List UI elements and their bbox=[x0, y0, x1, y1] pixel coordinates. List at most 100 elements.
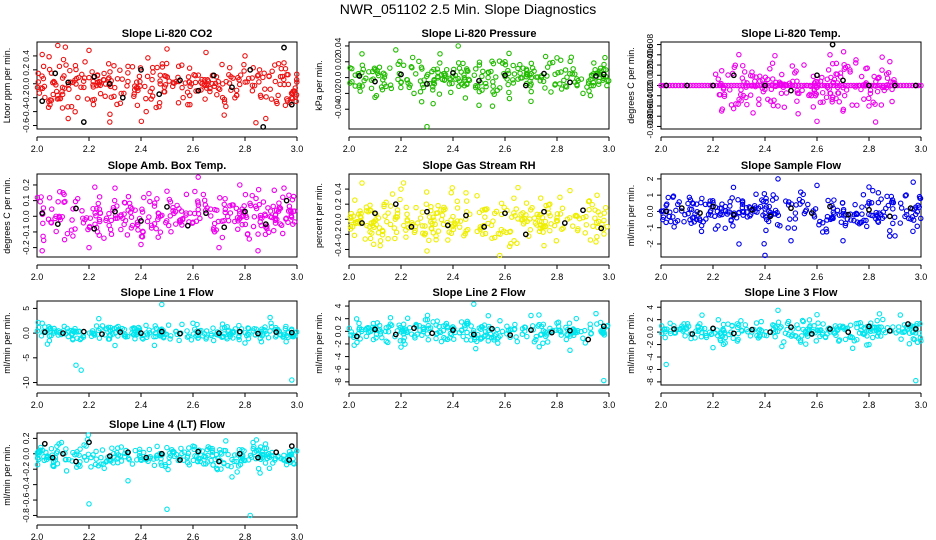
data-point bbox=[384, 218, 390, 225]
data-point bbox=[775, 103, 781, 109]
data-point bbox=[108, 94, 115, 100]
y-tick-label: -10 bbox=[21, 376, 31, 389]
data-point bbox=[39, 85, 46, 92]
data-point bbox=[178, 208, 185, 214]
data-point bbox=[659, 330, 665, 337]
data-point bbox=[757, 78, 763, 84]
data-point bbox=[519, 331, 526, 337]
data-point bbox=[456, 65, 463, 72]
highlight-point bbox=[450, 327, 456, 333]
data-point bbox=[747, 333, 754, 339]
data-point bbox=[483, 83, 489, 90]
data-point bbox=[453, 76, 459, 82]
highlight-point bbox=[281, 44, 287, 51]
data-point bbox=[147, 88, 153, 95]
data-point bbox=[251, 326, 257, 332]
data-point bbox=[699, 82, 705, 89]
y-tick-label: -6 bbox=[645, 365, 655, 373]
data-point bbox=[806, 92, 812, 99]
data-point bbox=[866, 341, 872, 348]
data-point bbox=[573, 315, 580, 322]
data-point bbox=[772, 333, 778, 340]
data-point bbox=[661, 326, 668, 332]
data-point bbox=[491, 234, 498, 241]
data-point bbox=[125, 478, 131, 484]
data-point bbox=[278, 455, 284, 462]
data-point bbox=[507, 228, 514, 235]
y-tick-label: 0.0 bbox=[333, 213, 343, 225]
data-point bbox=[55, 42, 61, 49]
data-point bbox=[423, 189, 430, 195]
data-point bbox=[188, 337, 195, 343]
data-point bbox=[442, 322, 449, 328]
data-point bbox=[567, 333, 573, 339]
data-point bbox=[663, 219, 669, 226]
data-point bbox=[811, 80, 818, 86]
data-point bbox=[471, 72, 478, 78]
data-point bbox=[434, 66, 441, 72]
data-point bbox=[538, 331, 545, 337]
data-point bbox=[164, 46, 170, 52]
data-point bbox=[277, 81, 283, 88]
x-tick-label: 2.6 bbox=[811, 144, 824, 154]
data-point bbox=[523, 200, 530, 206]
highlight-point bbox=[444, 222, 451, 229]
data-point bbox=[506, 89, 512, 96]
highlight-point bbox=[288, 329, 295, 336]
data-point bbox=[698, 222, 705, 229]
highlight-point bbox=[866, 206, 872, 213]
data-point bbox=[741, 69, 748, 75]
data-point bbox=[200, 333, 206, 339]
data-point bbox=[490, 83, 496, 89]
data-point bbox=[473, 66, 479, 72]
data-point bbox=[398, 84, 404, 91]
data-point bbox=[871, 324, 878, 330]
x-tick-label: 2.0 bbox=[655, 400, 668, 410]
data-point bbox=[251, 82, 258, 89]
data-point bbox=[910, 217, 917, 223]
data-point bbox=[537, 195, 544, 201]
data-point bbox=[149, 64, 156, 71]
data-point bbox=[234, 214, 241, 221]
y-axis-label: ml/min per min. bbox=[314, 312, 324, 374]
data-point bbox=[267, 208, 274, 214]
data-point bbox=[570, 66, 576, 72]
data-point bbox=[829, 215, 836, 221]
data-point bbox=[375, 72, 382, 79]
data-point bbox=[794, 90, 801, 96]
data-point bbox=[170, 208, 176, 214]
data-point bbox=[542, 53, 549, 60]
data-point bbox=[837, 70, 844, 76]
data-point bbox=[216, 244, 222, 251]
data-point bbox=[149, 93, 156, 99]
data-point bbox=[515, 76, 521, 82]
data-point bbox=[687, 82, 693, 89]
data-point bbox=[163, 218, 170, 224]
data-point bbox=[747, 92, 754, 98]
data-point bbox=[849, 102, 855, 108]
data-point bbox=[367, 202, 373, 208]
chart-title: Slope Line 1 Flow bbox=[121, 287, 214, 299]
data-point bbox=[79, 207, 85, 214]
data-point bbox=[688, 220, 694, 226]
highlight-point bbox=[767, 329, 774, 336]
data-point bbox=[418, 98, 425, 105]
data-point bbox=[504, 323, 510, 330]
data-point bbox=[107, 332, 113, 338]
x-tick-label: 2.4 bbox=[135, 400, 148, 410]
data-point bbox=[721, 329, 728, 336]
data-point bbox=[262, 324, 268, 330]
highlight-point bbox=[260, 124, 267, 130]
data-point bbox=[670, 194, 676, 200]
data-point bbox=[485, 74, 491, 81]
data-point bbox=[250, 223, 257, 230]
data-point bbox=[155, 210, 162, 217]
data-point bbox=[93, 323, 100, 329]
x-tick-label: 2.8 bbox=[863, 272, 876, 282]
data-point bbox=[126, 200, 133, 207]
data-point bbox=[107, 69, 113, 75]
highlight-point bbox=[689, 331, 696, 337]
y-tick-label: 0.0 bbox=[21, 78, 31, 90]
highlight-point bbox=[671, 326, 677, 332]
data-point bbox=[414, 331, 420, 337]
